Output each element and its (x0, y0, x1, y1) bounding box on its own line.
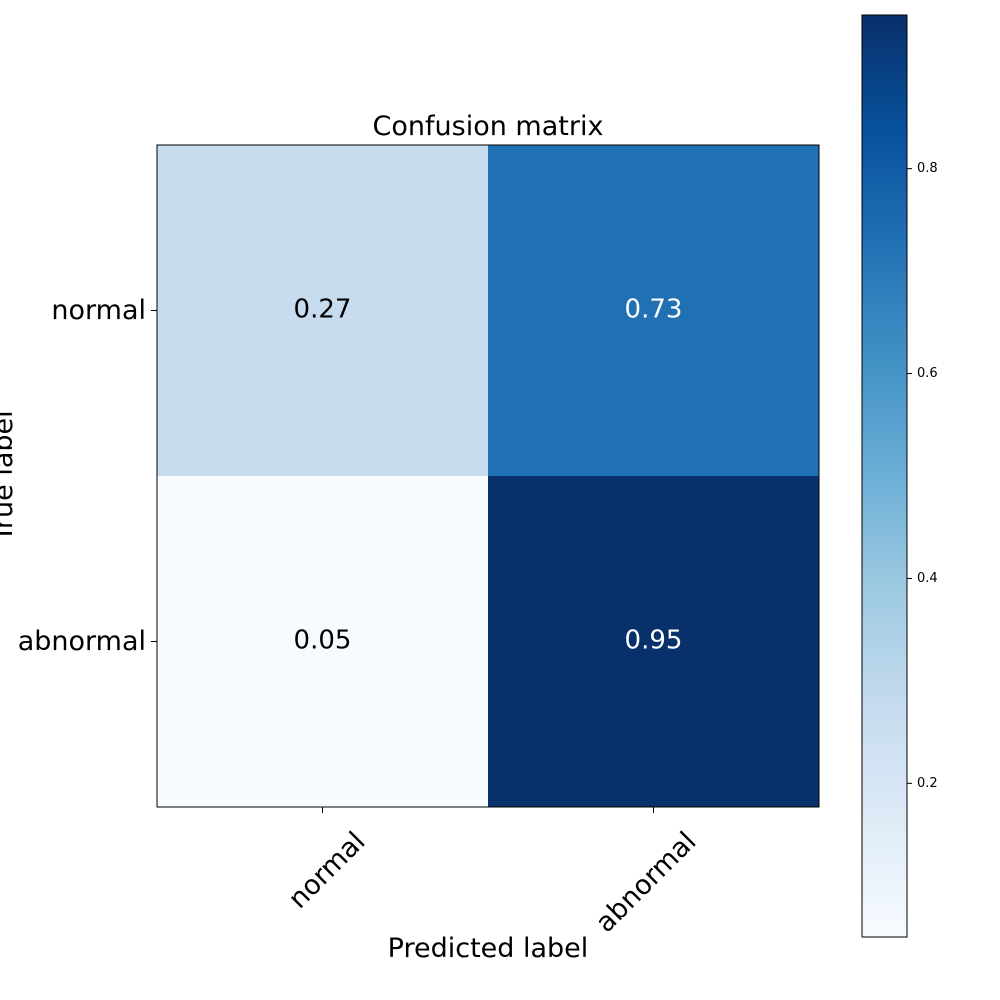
x-tick-label: abnormal (590, 826, 703, 939)
x-axis-label: Predicted label (388, 933, 589, 964)
x-axis-ticks: normal abnormal (283, 807, 703, 939)
cell-value-labels: 0.27 0.73 0.05 0.95 (294, 295, 683, 656)
plot-frame (156, 144, 820, 808)
colorbar-ticks: 0.2 0.4 0.6 0.8 (907, 161, 938, 791)
colorbar-tick-label: 0.4 (917, 571, 938, 586)
colorbar-tick-label: 0.8 (917, 161, 938, 176)
y-axis-label: True label (0, 410, 19, 542)
x-tick-label: normal (283, 826, 372, 915)
colorbar-tick-label: 0.2 (917, 776, 938, 791)
heatmap-cell (157, 145, 488, 476)
heatmap-cell (488, 476, 819, 807)
heatmap-cell (157, 476, 488, 807)
colorbar-tick-label: 0.6 (917, 366, 938, 381)
cell-value-label: 0.73 (625, 295, 683, 325)
cell-value-label: 0.05 (294, 626, 352, 656)
y-axis-ticks: normal abnormal (18, 295, 157, 657)
chart-title: Confusion matrix (373, 111, 604, 142)
y-tick-label: abnormal (18, 626, 146, 657)
heatmap-cells (157, 145, 819, 807)
cell-value-label: 0.95 (625, 626, 683, 656)
y-tick-label: normal (51, 295, 146, 326)
colorbar-gradient (861, 14, 908, 938)
cell-value-label: 0.27 (294, 295, 352, 325)
colorbar: 0.2 0.4 0.6 0.8 (861, 14, 938, 938)
heatmap-cell (488, 145, 819, 476)
